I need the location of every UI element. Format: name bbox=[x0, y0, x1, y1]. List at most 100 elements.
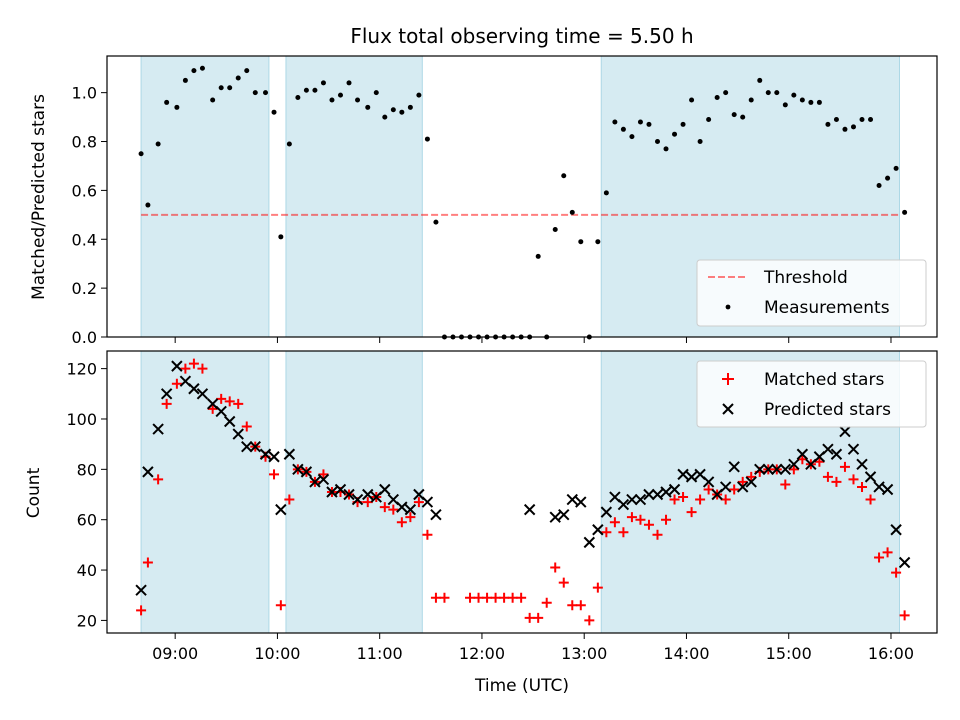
measurement-point bbox=[569, 209, 575, 215]
predicted-star-point bbox=[309, 476, 321, 488]
matched-star-point bbox=[422, 529, 433, 540]
measurement-point bbox=[355, 97, 361, 103]
matched-star-point bbox=[797, 454, 808, 465]
predicted-star-point bbox=[822, 443, 834, 455]
predicted-star-point bbox=[326, 486, 338, 498]
matched-star-point bbox=[550, 562, 561, 573]
measurement-point bbox=[816, 99, 822, 105]
legend-predicted-swatch bbox=[722, 403, 734, 415]
predicted-star-point bbox=[249, 440, 261, 453]
measurement-point bbox=[808, 99, 814, 105]
predicted-star-point bbox=[583, 536, 596, 549]
matched-star-point bbox=[618, 527, 629, 538]
matched-star-point bbox=[874, 552, 885, 563]
measurement-point bbox=[885, 175, 891, 181]
bottom-observing-window-0 bbox=[140, 350, 270, 634]
matched-star-point bbox=[405, 512, 416, 523]
matched-star-point bbox=[643, 519, 654, 530]
predicted-star-point bbox=[796, 448, 809, 460]
measurement-point bbox=[303, 87, 309, 93]
matched-star-point bbox=[362, 497, 373, 508]
predicted-star-point bbox=[283, 448, 296, 460]
measurement-point bbox=[535, 253, 541, 259]
measurement-point bbox=[365, 104, 371, 110]
matched-star-point bbox=[413, 497, 424, 508]
matched-star-point bbox=[814, 456, 825, 467]
matched-star-point bbox=[180, 363, 191, 374]
matched-star-point bbox=[269, 469, 280, 480]
predicted-star-point bbox=[856, 458, 868, 471]
predicted-star-point bbox=[275, 503, 287, 516]
predicted-star-point bbox=[719, 481, 732, 493]
measurement-point bbox=[244, 68, 250, 74]
legend-matched-swatch bbox=[722, 373, 734, 385]
bottom-observing-window-1 bbox=[285, 350, 423, 634]
matched-star-point bbox=[703, 484, 714, 495]
predicted-star-point bbox=[702, 476, 715, 488]
bottom-xtick-label: 09:00 bbox=[152, 644, 198, 663]
matched-star-point bbox=[499, 592, 510, 603]
bottom-ytick-label: 120 bbox=[66, 360, 97, 379]
measurement-point bbox=[407, 104, 413, 110]
measurement-point bbox=[876, 183, 882, 189]
predicted-star-point bbox=[351, 493, 364, 506]
top-observing-window-0 bbox=[140, 55, 270, 338]
measurement-point bbox=[706, 117, 712, 123]
predicted-star-point bbox=[142, 466, 154, 478]
predicted-star-point bbox=[259, 448, 272, 460]
figure-title: Flux total observing time = 5.50 h bbox=[350, 24, 693, 48]
matched-star-point bbox=[439, 592, 450, 603]
predicted-star-point bbox=[215, 405, 227, 418]
matched-star-point bbox=[822, 471, 833, 482]
predicted-star-point bbox=[847, 443, 860, 455]
matched-star-point bbox=[207, 403, 218, 414]
predicted-star-point bbox=[634, 493, 647, 506]
matched-star-point bbox=[396, 517, 407, 528]
measurement-point bbox=[210, 97, 216, 103]
matched-star-point bbox=[635, 514, 646, 525]
top-ytick-label: 0.8 bbox=[72, 133, 97, 152]
matched-star-point bbox=[882, 547, 893, 558]
matched-star-point bbox=[567, 600, 578, 611]
matched-star-point bbox=[318, 469, 329, 480]
matched-star-point bbox=[669, 494, 680, 505]
matched-star-point bbox=[857, 481, 868, 492]
matched-star-point bbox=[224, 396, 235, 407]
predicted-star-point bbox=[651, 488, 664, 501]
matched-star-point bbox=[216, 393, 227, 404]
matched-star-point bbox=[197, 363, 208, 374]
predicted-star-point bbox=[575, 496, 587, 508]
predicted-star-point bbox=[379, 483, 391, 496]
top-legend-frame bbox=[696, 259, 927, 327]
matched-star-point bbox=[541, 597, 552, 608]
top-ytick-label: 0.4 bbox=[72, 230, 97, 249]
bottom-ytick-label: 60 bbox=[77, 511, 97, 530]
matched-star-point bbox=[831, 476, 842, 487]
measurement-point bbox=[286, 141, 292, 147]
matched-star-point bbox=[848, 474, 859, 485]
measurement-point bbox=[174, 104, 180, 110]
measurement-point bbox=[382, 114, 388, 120]
measurement-point bbox=[578, 239, 584, 245]
bottom-xlabel: Time (UTC) bbox=[474, 676, 569, 696]
measurement-point bbox=[629, 134, 635, 140]
matched-star-point bbox=[839, 461, 850, 472]
measurement-point bbox=[603, 190, 609, 196]
predicted-star-point bbox=[779, 463, 792, 476]
measurement-point bbox=[312, 87, 318, 93]
predicted-star-point bbox=[135, 584, 147, 596]
matched-star-point bbox=[737, 476, 748, 487]
matched-star-point bbox=[678, 492, 689, 503]
measurement-point bbox=[774, 90, 780, 96]
matched-star-point bbox=[720, 494, 731, 505]
measurement-point bbox=[337, 92, 343, 98]
legend-matched-label: Matched stars bbox=[764, 370, 884, 390]
measurement-point bbox=[424, 136, 430, 142]
matched-star-point bbox=[686, 507, 697, 518]
measurement-point bbox=[164, 99, 170, 105]
matched-star-point bbox=[524, 612, 535, 623]
predicted-star-point bbox=[430, 508, 442, 521]
top-ytick-label: 1.0 bbox=[72, 84, 97, 103]
measurement-point bbox=[893, 165, 899, 171]
predicted-star-point bbox=[771, 463, 783, 476]
